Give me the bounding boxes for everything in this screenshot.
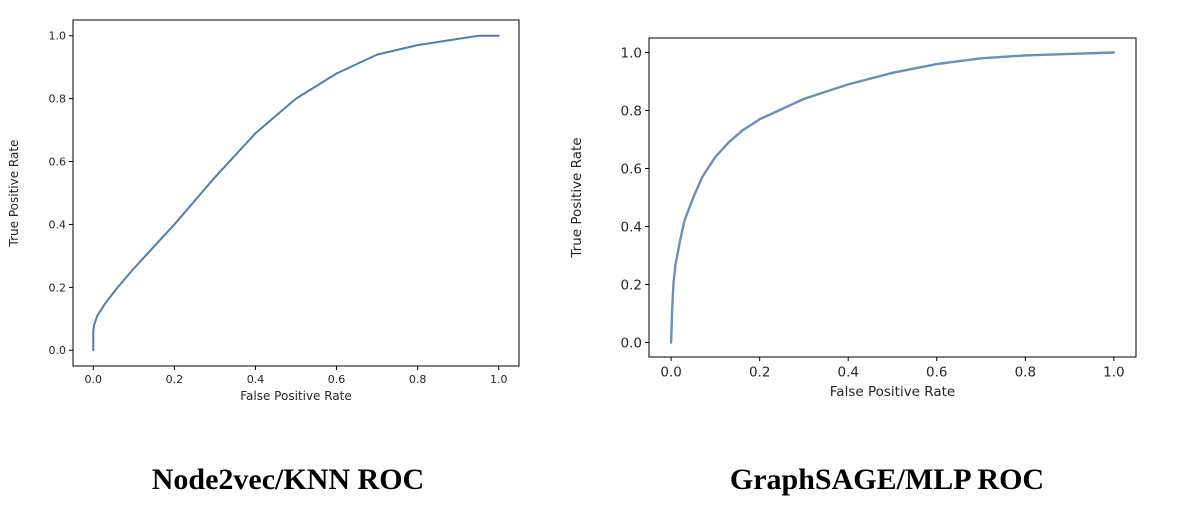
y-tick-label: 0.8 (49, 93, 67, 106)
y-tick-label: 1.0 (49, 30, 67, 43)
y-tick-label: 0.2 (621, 277, 642, 293)
x-axis-label: False Positive Rate (830, 384, 955, 400)
plot-frame (72, 19, 520, 367)
y-tick-label: 0.8 (621, 103, 642, 119)
x-tick-label: 0.0 (85, 373, 103, 386)
y-tick-label: 1.0 (621, 45, 642, 61)
y-axis-label: True Positive Rate (7, 140, 21, 248)
roc-curve-line (669, 51, 1116, 344)
roc-curve-line (92, 34, 500, 352)
x-tick-label: 1.0 (1103, 365, 1124, 381)
x-tick-label: 0.8 (409, 373, 427, 386)
y-tick-label: 0.6 (621, 161, 642, 177)
x-tick-label: 0.0 (660, 365, 681, 381)
y-tick-label: 0.2 (49, 281, 67, 294)
chart-caption-graphsage-mlp: GraphSAGE/MLP ROC (729, 463, 1045, 496)
x-axis-label: False Positive Rate (240, 389, 352, 403)
y-tick-label: 0.0 (49, 344, 67, 357)
x-tick-label: 0.6 (926, 365, 947, 381)
y-tick-label: 0.4 (49, 218, 67, 231)
y-axis-label: True Positive Rate (569, 137, 585, 258)
x-tick-label: 0.2 (166, 373, 184, 386)
chart-1: 0.0 0.2 0.4 0.6 0.8 1.0 0.0 0.2 0.4 0.6 0.8 1.0 Fals… (569, 37, 1137, 400)
chart-caption-node2vec-knn: Node2vec/KNN ROC (151, 463, 425, 496)
x-tick-label: 0.4 (247, 373, 265, 386)
x-tick-label: 0.6 (328, 373, 346, 386)
y-tick-label: 0.4 (621, 219, 642, 235)
x-tick-label: 1.0 (490, 373, 508, 386)
y-tick-label: 0.0 (621, 335, 642, 351)
plot-frame (648, 37, 1137, 358)
chart-0: 0.0 0.2 0.4 0.6 0.8 1.0 0.0 0.2 0.4 0.6 0.8 1.0 Fals… (7, 19, 520, 403)
x-tick-label: 0.4 (837, 365, 858, 381)
y-tick-label: 0.6 (49, 156, 67, 169)
x-tick-label: 0.8 (1015, 365, 1036, 381)
x-tick-label: 0.2 (749, 365, 770, 381)
